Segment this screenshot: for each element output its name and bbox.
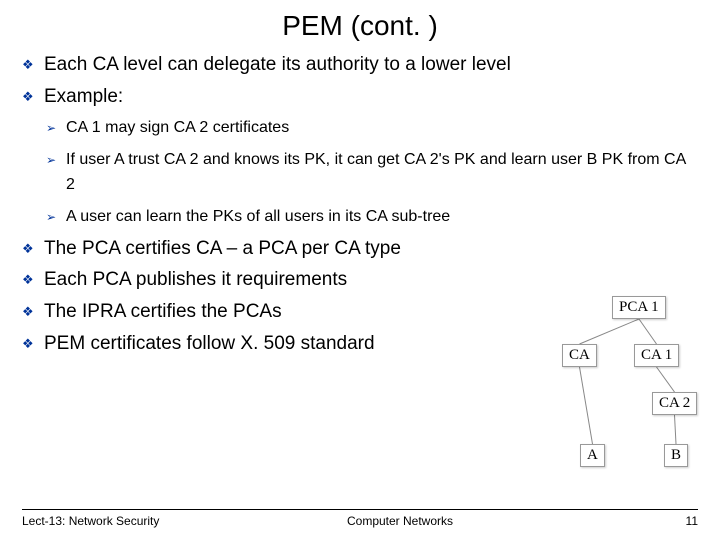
bullet-text: The PCA certifies CA – a PCA per CA type (44, 238, 401, 259)
bullet-item: ❖ Example: (22, 84, 698, 110)
footer-center: Computer Networks (162, 514, 638, 528)
diamond-icon: ❖ (22, 335, 34, 353)
diagram-node-ca: CA (562, 344, 597, 367)
sub-bullet-list: ➢ CA 1 may sign CA 2 certificates ➢ If u… (22, 115, 698, 229)
bullet-text: Example: (44, 86, 123, 107)
footer-page-number: 11 (638, 514, 698, 528)
bullet-text: Each PCA publishes it requirements (44, 269, 347, 290)
diamond-icon: ❖ (22, 56, 34, 74)
bullet-text: Each CA level can delegate its authority… (44, 54, 511, 75)
sub-bullet-text: CA 1 may sign CA 2 certificates (66, 119, 289, 136)
arrow-icon: ➢ (46, 151, 56, 170)
bullet-text: PEM certificates follow X. 509 standard (44, 333, 375, 354)
hierarchy-diagram: PCA 1 CA CA 1 CA 2 A B (512, 296, 702, 476)
diagram-node-pca1: PCA 1 (612, 296, 666, 319)
bullet-item: ❖ Each CA level can delegate its authori… (22, 52, 698, 78)
diagram-node-ca1: CA 1 (634, 344, 679, 367)
diagram-node-a: A (580, 444, 605, 467)
bullet-item: ❖ Each PCA publishes it requirements (22, 267, 502, 293)
bullet-item: ❖ The PCA certifies CA – a PCA per CA ty… (22, 236, 502, 262)
footer-left: Lect-13: Network Security (22, 514, 162, 528)
bullet-text: The IPRA certifies the PCAs (44, 301, 282, 322)
secondary-bullet-list: ❖ The PCA certifies CA – a PCA per CA ty… (22, 236, 502, 357)
bullet-item: ❖ PEM certificates follow X. 509 standar… (22, 331, 502, 357)
sub-bullet-text: If user A trust CA 2 and knows its PK, i… (66, 151, 685, 194)
sub-bullet-item: ➢ A user can learn the PKs of all users … (22, 204, 698, 230)
sub-bullet-item: ➢ If user A trust CA 2 and knows its PK,… (22, 147, 698, 198)
diamond-icon: ❖ (22, 271, 34, 289)
sub-bullet-text: A user can learn the PKs of all users in… (66, 208, 450, 225)
sub-bullet-item: ➢ CA 1 may sign CA 2 certificates (22, 115, 698, 141)
arrow-icon: ➢ (46, 208, 56, 227)
slide-title: PEM (cont. ) (22, 10, 698, 42)
diamond-icon: ❖ (22, 240, 34, 258)
bullet-item: ❖ The IPRA certifies the PCAs (22, 299, 502, 325)
diagram-node-ca2: CA 2 (652, 392, 697, 415)
arrow-icon: ➢ (46, 119, 56, 138)
slide: PEM (cont. ) ❖ Each CA level can delegat… (0, 0, 720, 540)
slide-footer: Lect-13: Network Security Computer Netwo… (22, 509, 698, 528)
diamond-icon: ❖ (22, 88, 34, 106)
diagram-node-b: B (664, 444, 688, 467)
main-bullet-list: ❖ Each CA level can delegate its authori… (22, 52, 698, 109)
diamond-icon: ❖ (22, 303, 34, 321)
